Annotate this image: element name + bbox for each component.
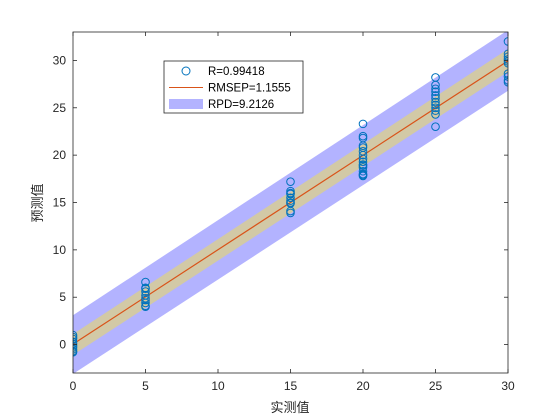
x-tick-label: 5 [142, 379, 149, 393]
data-point [141, 295, 150, 305]
data-point [431, 87, 440, 96]
data-point [503, 77, 508, 87]
data-point [431, 110, 440, 119]
x-tick-label: 0 [70, 379, 77, 393]
data-point [431, 84, 440, 94]
y-tick-label: 10 [53, 243, 67, 257]
data-point [431, 100, 440, 110]
data-point [141, 284, 150, 293]
x-axis-label: 实测值 [270, 400, 309, 416]
data-point [141, 302, 150, 311]
x-tick-label: 20 [356, 379, 370, 393]
data-point [141, 298, 150, 308]
data-point [358, 161, 368, 170]
data-point [141, 277, 150, 287]
y-tick-label: 20 [53, 148, 67, 162]
x-tick-label: 10 [211, 379, 225, 393]
data-point [503, 69, 508, 78]
data-point [503, 72, 508, 81]
data-point [503, 49, 508, 59]
data-point [358, 157, 368, 167]
y-tick-label: 25 [53, 101, 67, 115]
data-point [286, 177, 295, 186]
y-tick-label: 30 [53, 53, 67, 67]
data-point [358, 166, 368, 176]
data-point [141, 287, 150, 296]
data-point [358, 154, 368, 164]
y-tick-label: 5 [59, 290, 66, 304]
x-tick-label: 25 [429, 379, 443, 393]
data-point [431, 91, 440, 100]
legend-label-rmsep: RMSEP=1.1555 [208, 83, 291, 95]
data-point [286, 208, 295, 218]
y-tick-label: 15 [53, 196, 67, 210]
y-tick-label: 0 [59, 338, 66, 352]
legend-marker-points [181, 66, 191, 76]
data-point [503, 58, 508, 68]
data-point [431, 103, 440, 113]
x-tick-label: 30 [501, 379, 515, 393]
legend-label-r: R=0.99418 [208, 66, 265, 78]
legend-label-rpd: RPD=9.2126 [208, 99, 274, 111]
data-point [73, 347, 78, 357]
data-point [503, 52, 508, 61]
data-point [431, 97, 440, 107]
data-point [358, 119, 368, 129]
data-point [286, 188, 295, 198]
data-point [358, 143, 368, 152]
legend: R=0.99418 RMSEP=1.1555 RPD=9.2126 [163, 60, 304, 114]
x-tick-label: 15 [284, 379, 298, 393]
y-axis-label: 预测值 [30, 183, 46, 222]
fit-line [73, 60, 508, 345]
data-point [431, 80, 440, 90]
data-point [431, 94, 440, 103]
data-point [358, 171, 368, 181]
data-point [73, 332, 78, 342]
data-point [503, 37, 508, 46]
legend-swatch-band [169, 99, 203, 109]
data-point [431, 122, 440, 132]
data-point [286, 193, 295, 203]
data-point [431, 106, 440, 115]
